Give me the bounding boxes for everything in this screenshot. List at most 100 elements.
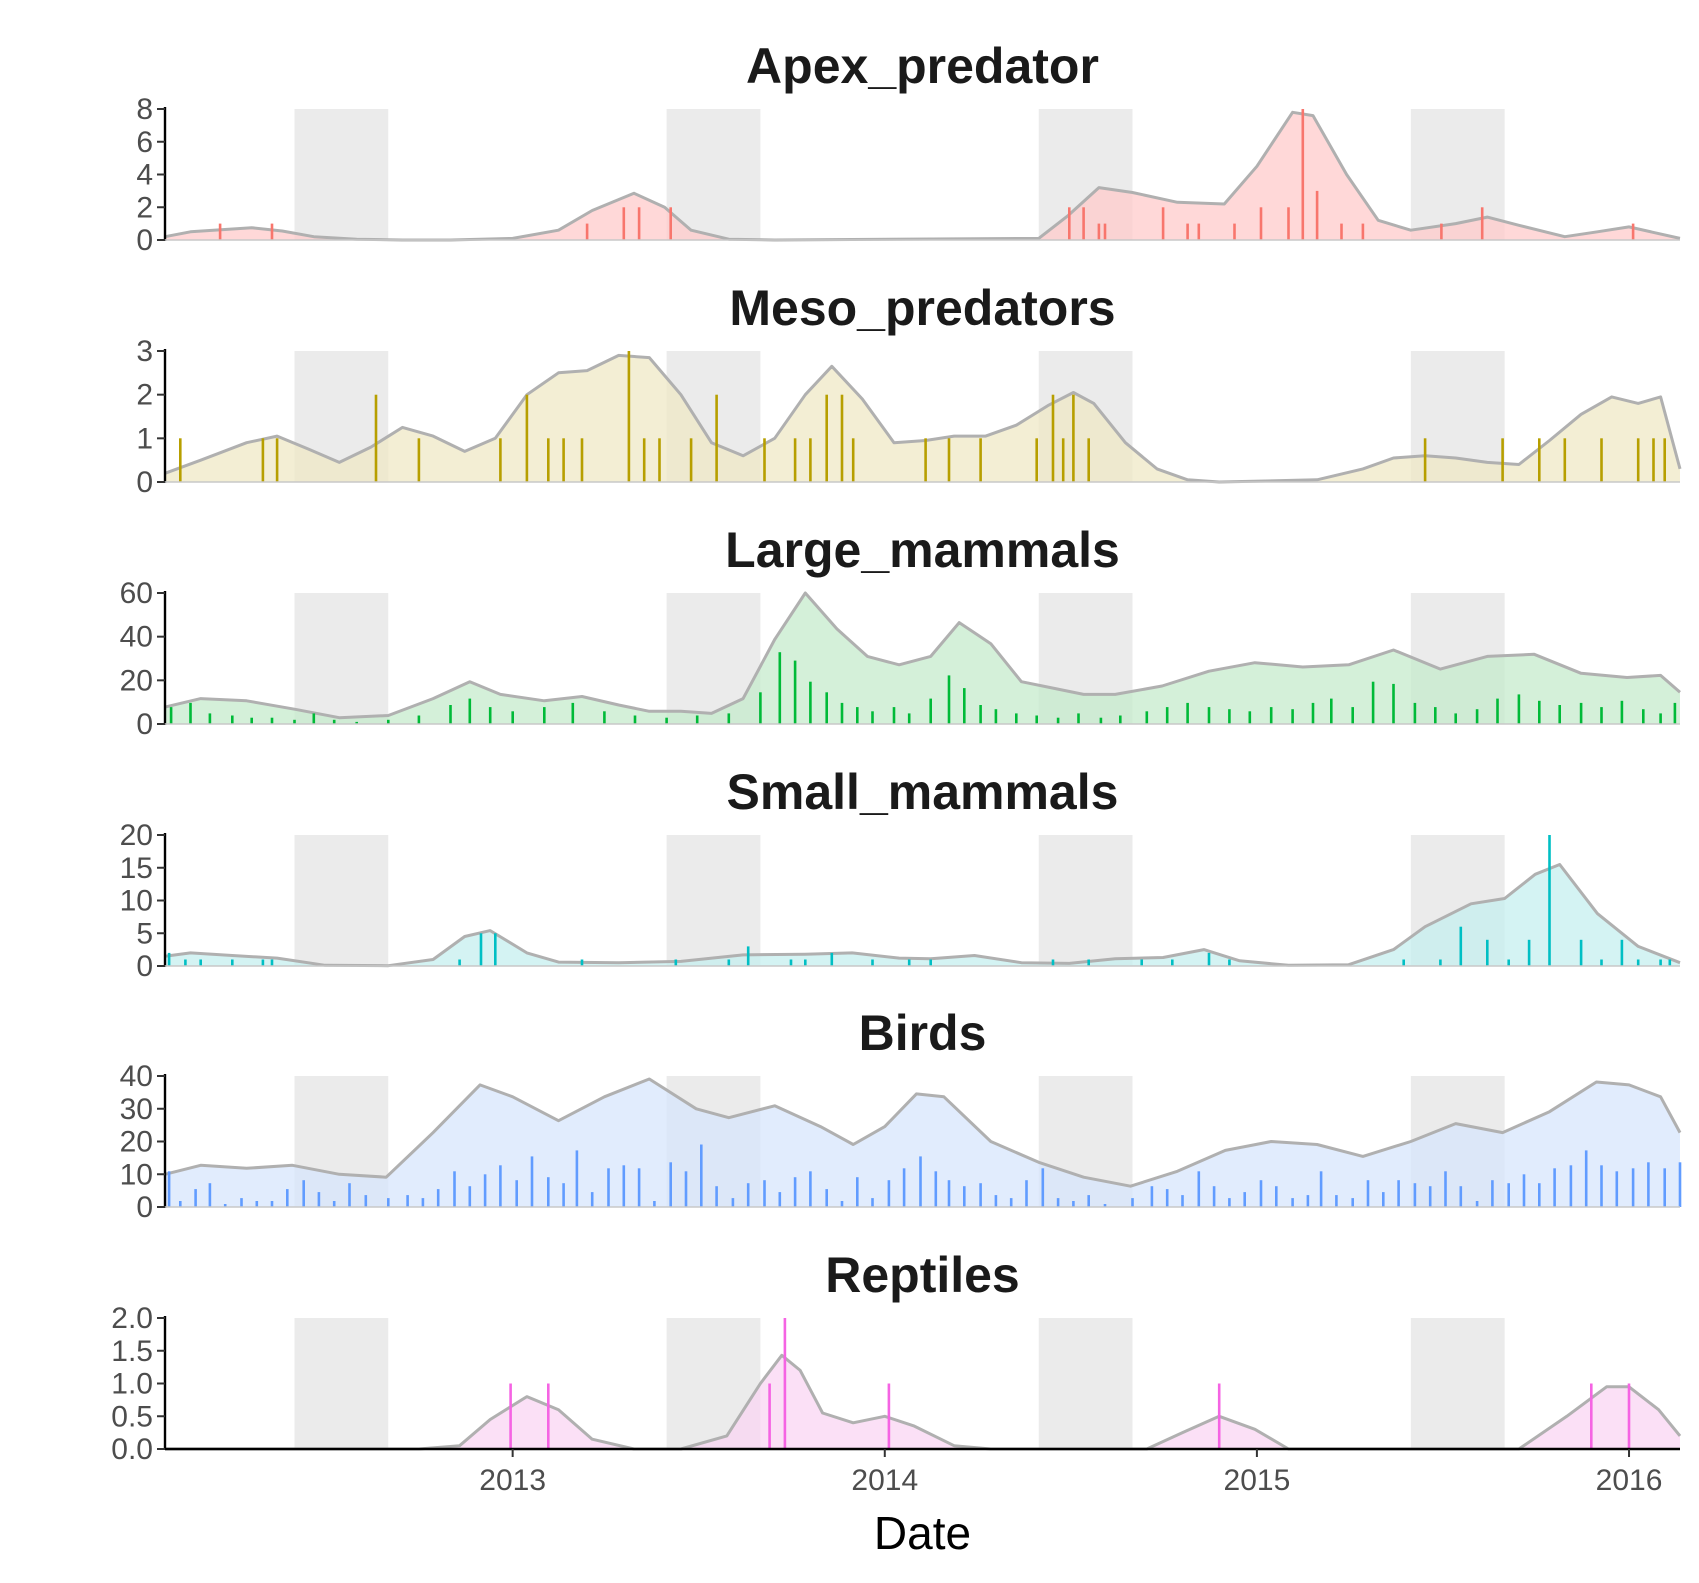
count-bar — [1397, 1180, 1400, 1207]
count-bar — [759, 692, 762, 724]
count-bar — [695, 715, 699, 724]
count-bar — [1025, 1180, 1028, 1207]
y-tick-label: 2.0 — [111, 1302, 153, 1335]
count-bar — [793, 438, 797, 482]
count-bar — [994, 1195, 998, 1207]
count-bar — [1087, 959, 1090, 966]
count-bar — [1636, 438, 1640, 482]
count-bar — [332, 1201, 336, 1207]
count-bar — [907, 959, 911, 966]
count-bar — [1600, 438, 1603, 482]
count-bar — [1171, 959, 1174, 966]
count-bar — [1579, 939, 1583, 966]
count-bar — [1068, 207, 1071, 241]
count-bar — [218, 223, 222, 240]
count-bar — [715, 1186, 718, 1207]
count-bar — [825, 692, 828, 724]
density-curve — [165, 1353, 1682, 1451]
count-bar — [1392, 683, 1395, 724]
count-bar — [1615, 1171, 1619, 1207]
count-bar — [1454, 713, 1457, 724]
count-bar — [1678, 1162, 1682, 1207]
count-bar — [1579, 702, 1583, 724]
count-bar — [1051, 959, 1055, 966]
x-tick-label: 2014 — [851, 1464, 918, 1497]
count-bar — [483, 1174, 487, 1208]
count-bar — [622, 1165, 626, 1207]
count-bar — [1663, 1168, 1666, 1207]
y-tick-label: 1 — [136, 422, 153, 455]
x-tick-label: 2015 — [1224, 1464, 1291, 1497]
count-bar — [580, 959, 584, 966]
count-bar — [406, 1195, 409, 1207]
count-bar — [449, 705, 452, 724]
count-bar — [1620, 700, 1624, 724]
count-bar — [571, 702, 575, 724]
y-tick-label: 10 — [120, 885, 153, 918]
count-bar — [947, 438, 951, 482]
y-tick-label: 20 — [120, 664, 153, 697]
count-bar — [179, 1201, 182, 1207]
count-bar — [575, 1150, 579, 1207]
shaded-period — [294, 593, 389, 724]
count-bar — [1600, 959, 1603, 966]
count-bar — [633, 715, 637, 724]
count-bar — [167, 952, 171, 966]
count-bar — [179, 438, 182, 482]
count-bar — [1330, 698, 1333, 724]
count-bar — [494, 933, 497, 967]
density-curve — [164, 863, 1681, 968]
count-bar — [1145, 711, 1149, 724]
count-bar — [746, 946, 750, 966]
count-bar — [167, 1171, 171, 1207]
count-bar — [947, 675, 951, 724]
count-bar — [746, 1183, 750, 1207]
count-bar — [1366, 1180, 1370, 1207]
count-bar — [1627, 1383, 1631, 1449]
count-bar — [453, 1171, 456, 1207]
count-bar — [1056, 717, 1060, 724]
count-bar — [1548, 835, 1551, 966]
count-bar — [603, 711, 606, 724]
count-bar — [840, 1201, 844, 1207]
count-bar — [1459, 1186, 1463, 1207]
count-bar — [499, 438, 502, 482]
count-bar — [809, 1171, 812, 1207]
count-bar — [1527, 939, 1531, 966]
shaded-period — [294, 1318, 389, 1449]
count-bar — [1413, 1183, 1417, 1207]
count-bar — [1440, 223, 1443, 240]
count-bar — [1631, 1168, 1635, 1207]
count-bar — [1061, 438, 1065, 482]
count-bar — [979, 1183, 982, 1207]
count-bar — [851, 438, 855, 482]
shaded-period — [666, 835, 761, 966]
density-area — [165, 593, 1680, 724]
count-bar — [1351, 1198, 1354, 1207]
count-bar — [231, 959, 234, 966]
count-bar — [809, 438, 812, 482]
count-bar — [1165, 1189, 1169, 1207]
density-curve — [164, 1077, 1682, 1188]
count-bar — [1340, 223, 1343, 240]
count-bar — [830, 952, 834, 966]
count-bar — [825, 1189, 828, 1207]
count-bar — [1103, 223, 1107, 240]
count-bar — [1228, 1198, 1231, 1207]
count-bar — [458, 959, 461, 966]
count-bar — [963, 688, 966, 724]
count-bar — [580, 438, 584, 482]
count-bar — [1491, 1180, 1494, 1207]
count-bar — [607, 1168, 610, 1207]
count-bar — [231, 715, 234, 724]
count-bar — [669, 207, 672, 241]
count-bar — [1631, 223, 1635, 240]
shaded-period — [1038, 1318, 1133, 1449]
count-bar — [1668, 959, 1672, 966]
y-tick-label: 2 — [136, 191, 153, 224]
count-bar — [700, 1144, 703, 1207]
count-bar — [436, 1189, 440, 1207]
